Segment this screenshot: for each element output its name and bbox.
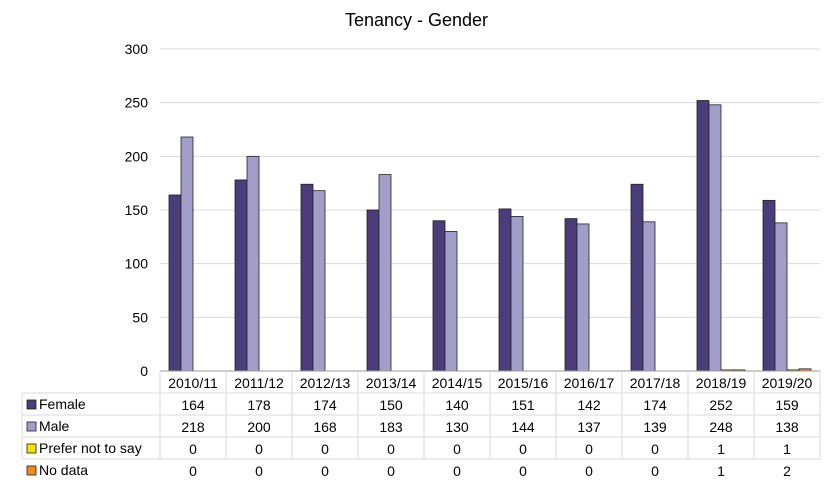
legend-label: No data bbox=[39, 462, 88, 478]
data-label: 144 bbox=[511, 419, 535, 435]
data-label: 174 bbox=[313, 397, 337, 413]
data-label: 150 bbox=[379, 397, 403, 413]
data-label: 1 bbox=[783, 441, 791, 457]
bar-male bbox=[444, 231, 458, 372]
data-label: 0 bbox=[585, 441, 593, 457]
data-label: 1 bbox=[717, 463, 725, 479]
legend-label: Prefer not to say bbox=[39, 440, 142, 456]
bar-male bbox=[576, 223, 590, 372]
data-label: 252 bbox=[709, 397, 733, 413]
data-label: 0 bbox=[387, 463, 395, 479]
data-label: 0 bbox=[651, 441, 659, 457]
bar-female bbox=[630, 183, 644, 372]
legend-key bbox=[26, 399, 37, 410]
data-label: 0 bbox=[453, 441, 461, 457]
data-label: 0 bbox=[387, 441, 395, 457]
x-tick-label: 2015/16 bbox=[498, 375, 549, 391]
bar-female bbox=[498, 208, 512, 372]
data-label: 138 bbox=[775, 419, 799, 435]
data-label: 139 bbox=[643, 419, 667, 435]
data-label: 0 bbox=[189, 441, 197, 457]
bar-female bbox=[168, 194, 182, 372]
data-label: 137 bbox=[577, 419, 601, 435]
y-tick-label: 50 bbox=[132, 309, 148, 325]
legend-key bbox=[26, 443, 37, 454]
x-tick-label: 2016/17 bbox=[564, 375, 615, 391]
x-tick-label: 2012/13 bbox=[300, 375, 351, 391]
data-label: 0 bbox=[651, 463, 659, 479]
bar-male bbox=[774, 222, 788, 372]
x-tick-label: 2019/20 bbox=[762, 375, 813, 391]
bar-male bbox=[246, 155, 260, 372]
y-tick-label: 250 bbox=[125, 95, 149, 111]
data-label: 0 bbox=[321, 441, 329, 457]
data-label: 1 bbox=[717, 441, 725, 457]
data-label: 0 bbox=[321, 463, 329, 479]
x-tick-label: 2011/12 bbox=[234, 375, 284, 391]
data-label: 0 bbox=[255, 441, 263, 457]
bar-female bbox=[696, 100, 710, 372]
data-label: 0 bbox=[189, 463, 197, 479]
bar-female bbox=[564, 218, 578, 372]
bar-male bbox=[642, 221, 656, 372]
bar-male bbox=[378, 174, 392, 372]
data-label: 164 bbox=[181, 397, 205, 413]
x-tick-label: 2017/18 bbox=[630, 375, 681, 391]
data-label: 0 bbox=[585, 463, 593, 479]
data-label: 200 bbox=[247, 419, 271, 435]
legend-key bbox=[26, 465, 37, 476]
data-label: 142 bbox=[577, 397, 601, 413]
data-label: 178 bbox=[247, 397, 271, 413]
data-label: 159 bbox=[775, 397, 799, 413]
bar-male bbox=[708, 104, 722, 372]
x-tick-label: 2010/11 bbox=[168, 375, 218, 391]
bar-female bbox=[234, 179, 248, 372]
data-label: 0 bbox=[519, 463, 527, 479]
data-label: 168 bbox=[313, 419, 337, 435]
data-label: 2 bbox=[783, 463, 791, 479]
data-label: 248 bbox=[709, 419, 733, 435]
data-label: 218 bbox=[181, 419, 205, 435]
x-tick-label: 2013/14 bbox=[366, 375, 417, 391]
data-label: 130 bbox=[445, 419, 469, 435]
data-label: 151 bbox=[511, 397, 535, 413]
bar-female bbox=[432, 220, 446, 372]
x-tick-label: 2018/19 bbox=[696, 375, 747, 391]
bar-male bbox=[312, 190, 326, 372]
bar-male bbox=[510, 216, 524, 372]
data-label: 0 bbox=[453, 463, 461, 479]
y-tick-label: 0 bbox=[140, 363, 148, 379]
y-tick-label: 200 bbox=[125, 148, 149, 164]
data-label: 140 bbox=[445, 397, 469, 413]
bar-male bbox=[180, 136, 194, 372]
data-label: 0 bbox=[255, 463, 263, 479]
bar-female bbox=[366, 209, 380, 372]
chart-title: Tenancy - Gender bbox=[344, 10, 489, 30]
x-tick-label: 2014/15 bbox=[432, 375, 483, 391]
data-label: 0 bbox=[519, 441, 527, 457]
data-label: 174 bbox=[643, 397, 667, 413]
legend-label: Female bbox=[39, 396, 86, 412]
legend-label: Male bbox=[39, 418, 70, 434]
y-tick-label: 150 bbox=[125, 202, 149, 218]
y-tick-label: 300 bbox=[125, 41, 149, 57]
legend-key bbox=[26, 421, 37, 432]
y-tick-label: 100 bbox=[125, 256, 149, 272]
data-label: 183 bbox=[379, 419, 403, 435]
bar-female bbox=[762, 199, 776, 372]
bar-female bbox=[300, 183, 314, 372]
